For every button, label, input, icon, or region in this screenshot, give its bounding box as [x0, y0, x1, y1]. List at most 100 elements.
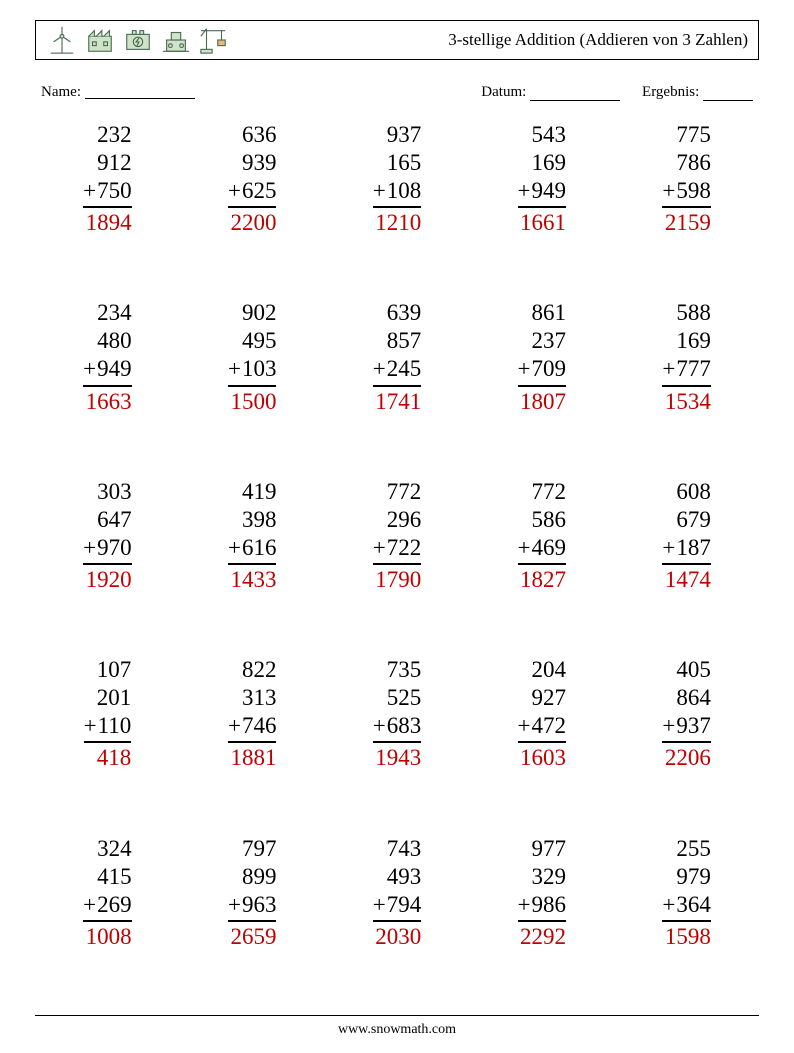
footer-url: www.snowmath.com [35, 1015, 759, 1038]
problem-grid: 232912+7501894636939+6252200937165+10812… [35, 107, 759, 1011]
addend: 303 [83, 478, 131, 506]
wind-turbine-icon [46, 25, 78, 55]
addend: 204 [518, 656, 566, 684]
addend-last: +187 [662, 534, 710, 565]
addend: 977 [518, 835, 566, 863]
addend-last: +103 [228, 355, 276, 386]
addend-last: +108 [373, 177, 421, 208]
addend: 786 [662, 149, 710, 177]
date-label: Datum: [481, 84, 526, 100]
addend-last: +794 [373, 891, 421, 922]
answer: 2159 [662, 208, 710, 237]
addend: 419 [228, 478, 276, 506]
addend: 636 [228, 121, 276, 149]
addend: 679 [662, 506, 710, 534]
answer: 1827 [518, 565, 566, 594]
name-blank[interactable] [85, 84, 195, 99]
addend-last: +110 [84, 712, 132, 743]
addend: 588 [662, 299, 710, 327]
worksheet-title: 3-stellige Addition (Addieren von 3 Zahl… [448, 30, 748, 50]
addition-problem: 234480+9491663 [35, 297, 180, 475]
answer: 1534 [662, 387, 710, 416]
problem-row: 107201+110418822313+7461881735525+683194… [35, 654, 759, 832]
addend-last: +949 [518, 177, 566, 208]
answer: 2206 [662, 743, 710, 772]
addend-last: +722 [373, 534, 421, 565]
addend: 586 [518, 506, 566, 534]
addend: 639 [373, 299, 421, 327]
answer: 1741 [373, 387, 421, 416]
addend-last: +949 [83, 355, 131, 386]
addition-problem: 636939+6252200 [180, 119, 325, 297]
worksheet-page: 3-stellige Addition (Addieren von 3 Zahl… [0, 0, 794, 1053]
addend: 324 [83, 835, 131, 863]
addend: 313 [228, 684, 276, 712]
addend: 232 [83, 121, 131, 149]
addend: 255 [662, 835, 710, 863]
addend: 735 [373, 656, 421, 684]
addend-last: +963 [228, 891, 276, 922]
addend: 927 [518, 684, 566, 712]
addend: 398 [228, 506, 276, 534]
answer: 1790 [373, 565, 421, 594]
answer: 1663 [83, 387, 131, 416]
addend: 169 [662, 327, 710, 355]
answer: 2200 [228, 208, 276, 237]
addend: 543 [518, 121, 566, 149]
addition-problem: 588169+7771534 [614, 297, 759, 475]
addend: 296 [373, 506, 421, 534]
addition-problem: 902495+1031500 [180, 297, 325, 475]
addend: 415 [83, 863, 131, 891]
addend-last: +245 [373, 355, 421, 386]
addend-last: +750 [83, 177, 131, 208]
date-blank[interactable] [530, 86, 620, 101]
problem-row: 232912+7501894636939+6252200937165+10812… [35, 119, 759, 297]
addend: 234 [83, 299, 131, 327]
addend: 899 [228, 863, 276, 891]
addend-last: +746 [228, 712, 276, 743]
answer: 1661 [518, 208, 566, 237]
answer: 418 [84, 743, 132, 772]
addition-problem: 735525+6831943 [325, 654, 470, 832]
addend: 608 [662, 478, 710, 506]
addend: 647 [83, 506, 131, 534]
addend-last: +709 [518, 355, 566, 386]
addend: 493 [373, 863, 421, 891]
addition-problem: 255979+3641598 [614, 833, 759, 1011]
addition-problem: 775786+5982159 [614, 119, 759, 297]
addend-last: +937 [662, 712, 710, 743]
addition-problem: 822313+7461881 [180, 654, 325, 832]
addend-last: +364 [662, 891, 710, 922]
factory-icon [84, 25, 116, 55]
problem-row: 234480+9491663902495+1031500639857+24517… [35, 297, 759, 475]
addend: 329 [518, 863, 566, 891]
addend: 743 [373, 835, 421, 863]
addend: 912 [83, 149, 131, 177]
answer: 1008 [83, 922, 131, 951]
addend: 861 [518, 299, 566, 327]
addition-problem: 204927+4721603 [469, 654, 614, 832]
addend: 822 [228, 656, 276, 684]
addend-last: +970 [83, 534, 131, 565]
result-label: Ergebnis: [642, 84, 699, 100]
addend: 525 [373, 684, 421, 712]
header-bar: 3-stellige Addition (Addieren von 3 Zahl… [35, 20, 759, 60]
addend: 405 [662, 656, 710, 684]
answer: 1210 [373, 208, 421, 237]
addend: 979 [662, 863, 710, 891]
addend-last: +625 [228, 177, 276, 208]
addition-problem: 324415+2691008 [35, 833, 180, 1011]
addend: 480 [83, 327, 131, 355]
addition-problem: 232912+7501894 [35, 119, 180, 297]
answer: 2292 [518, 922, 566, 951]
addition-problem: 772296+7221790 [325, 476, 470, 654]
addend: 797 [228, 835, 276, 863]
addend: 857 [373, 327, 421, 355]
addend: 107 [84, 656, 132, 684]
addition-problem: 543169+9491661 [469, 119, 614, 297]
addend: 864 [662, 684, 710, 712]
answer: 1920 [83, 565, 131, 594]
result-blank[interactable] [703, 86, 753, 101]
addend-last: +469 [518, 534, 566, 565]
addend-last: +683 [373, 712, 421, 743]
